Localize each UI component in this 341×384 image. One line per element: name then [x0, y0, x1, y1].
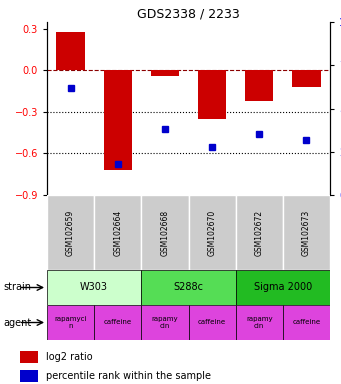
- Text: caffeine: caffeine: [198, 319, 226, 326]
- Text: percentile rank within the sample: percentile rank within the sample: [46, 371, 211, 381]
- Text: caffeine: caffeine: [104, 319, 132, 326]
- Bar: [245, 70, 273, 101]
- Text: rapamy
cin: rapamy cin: [246, 316, 272, 329]
- Text: GSM102664: GSM102664: [113, 209, 122, 256]
- Text: rapamyci
n: rapamyci n: [54, 316, 87, 329]
- Bar: [283, 305, 330, 340]
- Bar: [20, 370, 38, 382]
- Text: Sigma 2000: Sigma 2000: [254, 283, 312, 293]
- Bar: [94, 305, 141, 340]
- Bar: [56, 32, 85, 70]
- Text: strain: strain: [3, 283, 31, 293]
- Text: log2 ratio: log2 ratio: [46, 352, 93, 362]
- Bar: [283, 195, 330, 270]
- Text: caffeine: caffeine: [292, 319, 321, 326]
- Bar: [47, 305, 94, 340]
- Bar: [47, 195, 94, 270]
- Text: W303: W303: [80, 283, 108, 293]
- Text: GSM102668: GSM102668: [160, 209, 169, 256]
- Bar: [189, 195, 236, 270]
- Bar: [236, 195, 283, 270]
- Bar: [20, 351, 38, 362]
- Bar: [292, 70, 321, 87]
- Bar: [47, 270, 141, 305]
- Bar: [189, 305, 236, 340]
- Text: agent: agent: [3, 318, 32, 328]
- Text: rapamy
cin: rapamy cin: [152, 316, 178, 329]
- Text: GSM102673: GSM102673: [302, 209, 311, 256]
- Bar: [236, 305, 283, 340]
- Bar: [236, 270, 330, 305]
- Bar: [151, 70, 179, 76]
- Bar: [141, 195, 189, 270]
- Bar: [94, 195, 141, 270]
- Text: GSM102670: GSM102670: [208, 209, 217, 256]
- Text: S288c: S288c: [174, 283, 204, 293]
- Text: GSM102659: GSM102659: [66, 209, 75, 256]
- Bar: [141, 270, 236, 305]
- Bar: [141, 305, 189, 340]
- Text: GSM102672: GSM102672: [255, 209, 264, 256]
- Bar: [198, 70, 226, 119]
- Title: GDS2338 / 2233: GDS2338 / 2233: [137, 8, 240, 21]
- Bar: [104, 70, 132, 170]
